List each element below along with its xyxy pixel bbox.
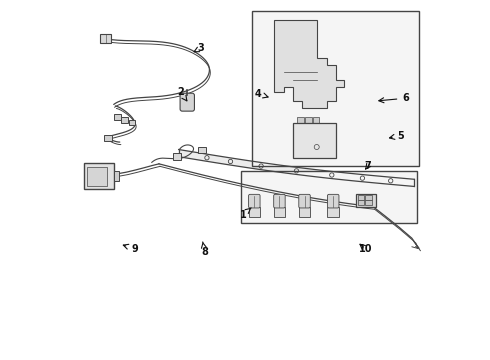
Text: 3: 3 <box>194 43 205 53</box>
FancyBboxPatch shape <box>327 194 339 208</box>
Bar <box>313 117 319 123</box>
Bar <box>114 171 120 181</box>
FancyBboxPatch shape <box>248 194 260 208</box>
Polygon shape <box>274 21 343 108</box>
Text: 4: 4 <box>255 89 268 99</box>
Bar <box>366 200 372 205</box>
Bar <box>242 171 417 223</box>
Bar <box>288 54 295 63</box>
Bar <box>358 195 365 200</box>
Polygon shape <box>179 149 414 186</box>
Bar <box>198 147 206 153</box>
Bar <box>87 167 107 186</box>
Bar <box>100 34 111 42</box>
Bar <box>305 117 312 123</box>
Bar <box>298 63 304 69</box>
Text: 7: 7 <box>364 161 371 171</box>
Bar <box>327 207 339 217</box>
Text: 5: 5 <box>390 131 404 140</box>
Bar <box>84 163 114 189</box>
Bar <box>366 195 372 200</box>
Bar <box>129 120 135 125</box>
Bar <box>356 194 376 207</box>
FancyBboxPatch shape <box>180 93 195 111</box>
Text: 10: 10 <box>359 244 372 254</box>
Bar <box>297 117 304 123</box>
Bar <box>252 12 419 166</box>
Text: 8: 8 <box>201 242 208 257</box>
Bar <box>173 153 181 159</box>
Bar <box>114 114 122 120</box>
Text: 2: 2 <box>177 87 187 101</box>
Bar <box>294 123 337 158</box>
Bar <box>358 200 365 205</box>
Text: 6: 6 <box>379 93 409 103</box>
Bar <box>104 135 112 140</box>
FancyBboxPatch shape <box>274 194 285 208</box>
Bar <box>121 117 128 123</box>
FancyBboxPatch shape <box>299 194 310 208</box>
Text: 1: 1 <box>240 208 251 220</box>
Bar <box>248 207 260 217</box>
Bar <box>274 207 285 217</box>
Bar <box>296 138 329 156</box>
Bar <box>299 207 310 217</box>
Text: 9: 9 <box>123 244 138 254</box>
